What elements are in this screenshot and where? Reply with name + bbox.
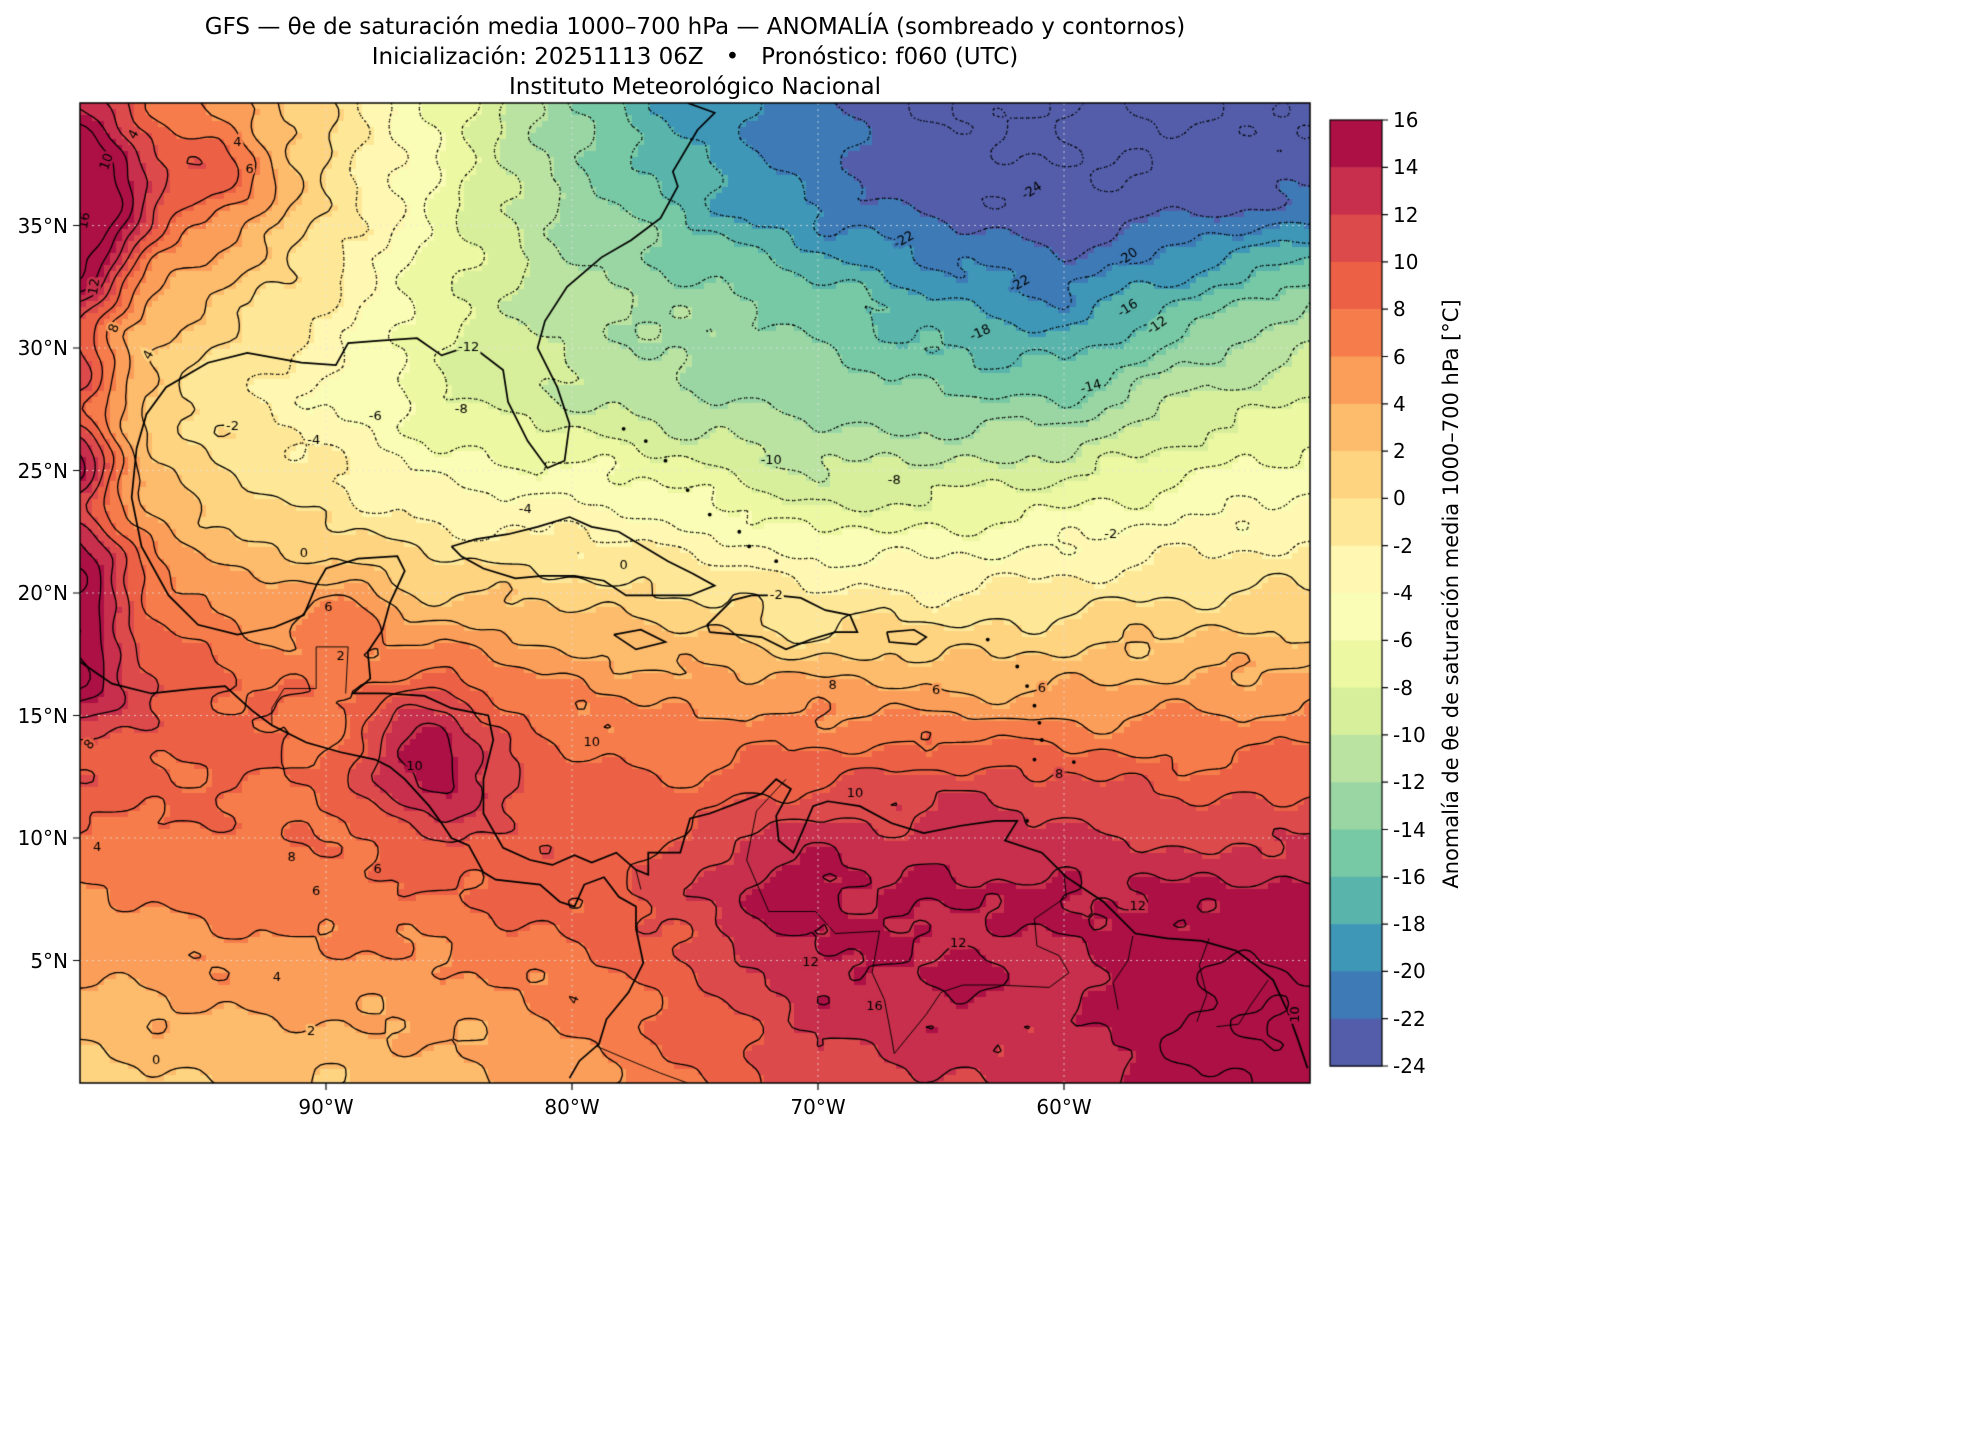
colorbar-tick-label: -12 bbox=[1393, 770, 1426, 795]
colorbar-tick-label: 16 bbox=[1393, 108, 1419, 132]
colorbar-tick-label: -6 bbox=[1393, 628, 1413, 653]
y-tick-label: 20°N bbox=[17, 581, 68, 605]
chart-title: GFS — θe de saturación media 1000–700 hP… bbox=[204, 14, 1186, 40]
colorbar-tick-label: -24 bbox=[1393, 1054, 1426, 1078]
colorbar-tick-label: -10 bbox=[1393, 722, 1426, 747]
colorbar-tick-label: 14 bbox=[1393, 155, 1419, 180]
colorbar-tick-label: -22 bbox=[1393, 1006, 1426, 1031]
title-block: GFS — θe de saturación media 1000–700 hP… bbox=[80, 12, 1310, 102]
y-tick-label: 5°N bbox=[30, 948, 68, 973]
colorbar-tick-label: -4 bbox=[1393, 581, 1413, 605]
y-tick-label: 25°N bbox=[17, 458, 68, 483]
colorbar-tick-label: -14 bbox=[1393, 817, 1426, 842]
colorbar-tick-label: 12 bbox=[1393, 202, 1419, 227]
colorbar-tick-label: -2 bbox=[1393, 533, 1413, 558]
y-tick-label: 30°N bbox=[17, 336, 68, 360]
y-tick-label: 15°N bbox=[17, 703, 68, 728]
colorbar-tick-label: -16 bbox=[1393, 864, 1426, 889]
colorbar-tick-label: -8 bbox=[1393, 675, 1413, 700]
x-tick-label: 70°W bbox=[790, 1095, 846, 1119]
x-tick-label: 80°W bbox=[544, 1095, 600, 1119]
colorbar-tick-label: 8 bbox=[1393, 297, 1406, 322]
colorbar-tick-label: 4 bbox=[1393, 391, 1406, 416]
chart-subtitle-init-forecast: Inicialización: 20251113 06Z • Pronóstic… bbox=[371, 44, 1019, 70]
colorbar-tick-label: 0 bbox=[1393, 486, 1406, 511]
x-tick-label: 60°W bbox=[1036, 1095, 1092, 1119]
x-tick-label: 90°W bbox=[298, 1095, 354, 1119]
chart-institution: Instituto Meteorológico Nacional bbox=[509, 74, 881, 100]
colorbar-tick-label: 10 bbox=[1393, 249, 1419, 274]
colorbar-tick-label: -18 bbox=[1393, 912, 1426, 937]
colorbar-tick-label: 2 bbox=[1393, 439, 1406, 464]
colorbar-tick-label: 6 bbox=[1393, 344, 1406, 369]
y-tick-label: 10°N bbox=[17, 826, 68, 850]
y-tick-label: 35°N bbox=[17, 213, 68, 238]
colorbar-tick-label: -20 bbox=[1393, 959, 1426, 984]
colorbar-axis-label: Anomalía de θe de saturación media 1000–… bbox=[1439, 299, 1463, 889]
